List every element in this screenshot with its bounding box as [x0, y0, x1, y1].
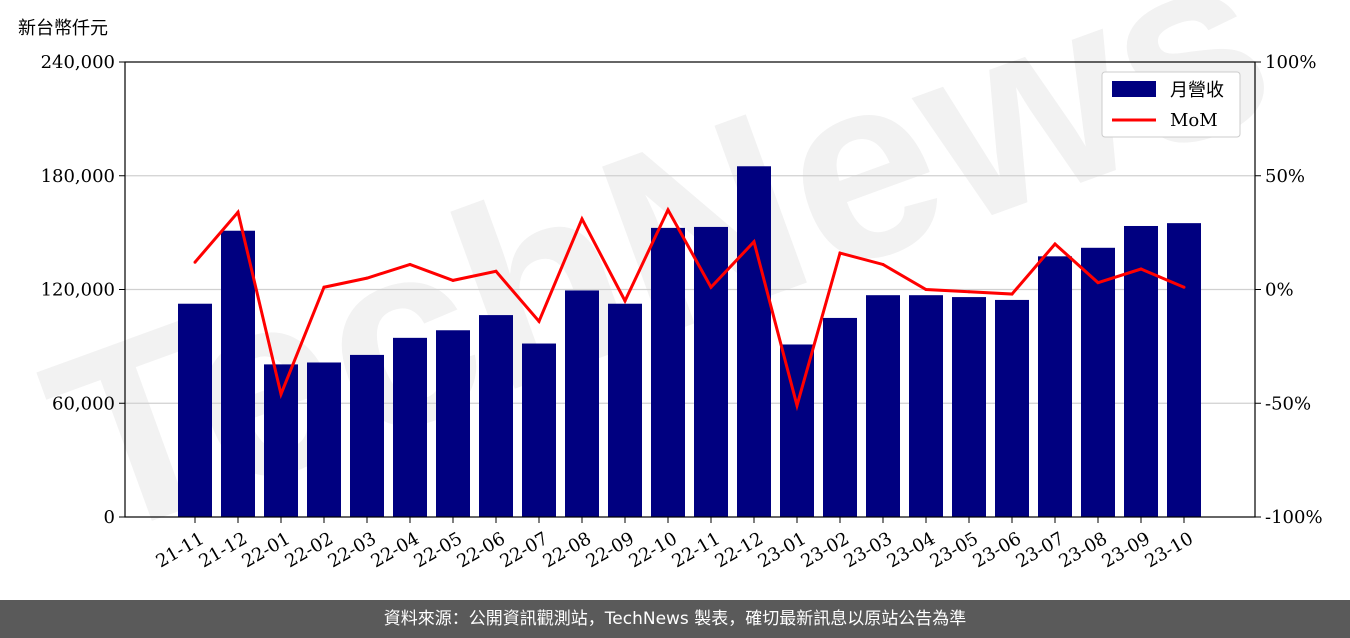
- x-tick-label: 22-09: [582, 528, 637, 572]
- mom-point: [1096, 281, 1100, 285]
- mom-point: [365, 276, 369, 280]
- revenue-bar: [350, 354, 384, 517]
- mom-series: [193, 206, 1186, 412]
- revenue-bar: [307, 362, 341, 517]
- mom-point: [795, 404, 799, 408]
- x-tick-label: 23-06: [969, 528, 1024, 572]
- x-axis: 21-1121-1222-0122-0222-0322-0422-0522-06…: [152, 517, 1197, 572]
- x-tick-label: 22-07: [496, 528, 551, 572]
- y-tick-label: 240,000: [41, 52, 115, 73]
- revenue-bar: [866, 295, 900, 517]
- mom-point: [322, 285, 326, 289]
- revenue-bar: [565, 290, 599, 517]
- mom-point: [279, 392, 283, 396]
- revenue-bar: [780, 344, 814, 517]
- revenue-bar: [737, 166, 771, 518]
- x-tick-label: 22-06: [453, 528, 508, 572]
- x-tick-label: 23-02: [797, 528, 852, 572]
- y-axis-left: 0 60,000 120,000 180,000 240,000: [41, 52, 125, 528]
- x-tick-label: 23-05: [926, 528, 981, 572]
- mom-point: [236, 210, 240, 214]
- mom-point: [451, 278, 455, 282]
- revenue-bar: [608, 303, 642, 517]
- revenue-bar: [393, 337, 427, 517]
- revenue-bar: [909, 295, 943, 517]
- x-tick-label: 23-10: [1141, 528, 1196, 572]
- mom-point: [666, 208, 670, 212]
- y2-tick-label: 0%: [1265, 280, 1294, 301]
- x-tick-label: 23-09: [1098, 528, 1153, 572]
- x-tick-label: 22-04: [367, 528, 422, 572]
- y2-tick-label: 100%: [1265, 52, 1316, 73]
- mom-point: [881, 262, 885, 266]
- y-axis-right: -100% -50% 0% 50% 100%: [1255, 52, 1323, 528]
- mom-point: [1053, 242, 1057, 246]
- revenue-bar: [651, 227, 685, 517]
- revenue-bar: [1167, 223, 1201, 518]
- mom-point: [193, 260, 197, 264]
- x-tick-label: 23-03: [840, 528, 895, 572]
- revenue-bar: [436, 330, 470, 517]
- revenue-bar: [264, 364, 298, 517]
- revenue-bar: [522, 343, 556, 517]
- mom-point: [924, 288, 928, 291]
- legend-label-revenue: 月營收: [1170, 80, 1224, 101]
- y2-tick-label: -100%: [1265, 507, 1323, 528]
- mom-point: [580, 217, 584, 221]
- mom-point: [1182, 285, 1186, 289]
- revenue-bar: [823, 317, 857, 517]
- y-tick-label: 0: [104, 507, 115, 528]
- x-tick-label: 22-10: [625, 528, 680, 572]
- x-tick-label: 22-08: [539, 528, 594, 572]
- revenue-bar: [479, 315, 513, 517]
- revenue-bar: [1038, 256, 1072, 517]
- x-tick-label: 23-07: [1012, 528, 1067, 572]
- mom-point: [967, 290, 971, 294]
- mom-point: [709, 285, 713, 289]
- x-tick-label: 23-08: [1055, 528, 1110, 572]
- y-unit-label: 新台幣仟元: [18, 18, 108, 39]
- x-tick-label: 22-11: [668, 528, 723, 572]
- y-tick-label: 120,000: [41, 280, 115, 301]
- mom-point: [408, 262, 412, 266]
- x-tick-label: 22-03: [324, 528, 379, 572]
- legend-bar-swatch: [1112, 81, 1156, 97]
- revenue-bar: [694, 226, 728, 517]
- x-tick-label: 22-05: [410, 528, 465, 572]
- mom-line: [193, 206, 1185, 412]
- legend-label-mom: MoM: [1170, 110, 1218, 131]
- revenue-bar: [221, 230, 255, 517]
- mom-point: [1010, 292, 1014, 296]
- x-tick-label: 22-02: [281, 528, 336, 572]
- bar-series: [178, 166, 1201, 518]
- revenue-bar: [178, 303, 212, 517]
- y-tick-label: 180,000: [41, 166, 115, 187]
- x-tick-label: 23-04: [883, 528, 938, 572]
- revenue-bar: [995, 299, 1029, 517]
- y2-tick-label: 50%: [1265, 166, 1305, 187]
- revenue-bar: [952, 297, 986, 517]
- y-tick-label: 60,000: [52, 393, 115, 414]
- x-tick-label: 22-12: [711, 528, 766, 572]
- source-footer: 資料來源：公開資訊觀測站，TechNews 製表，確切最新訊息以原站公告為準: [0, 600, 1350, 638]
- revenue-bar: [1081, 247, 1115, 517]
- mom-point: [1139, 267, 1143, 271]
- y2-tick-label: -50%: [1265, 393, 1311, 414]
- mom-point: [494, 269, 498, 273]
- mom-point: [537, 319, 541, 323]
- x-tick-label: 23-01: [754, 528, 809, 572]
- mom-point: [623, 299, 627, 303]
- mom-point: [838, 251, 842, 255]
- legend: 月營收 MoM: [1101, 71, 1241, 138]
- mom-point: [752, 240, 756, 244]
